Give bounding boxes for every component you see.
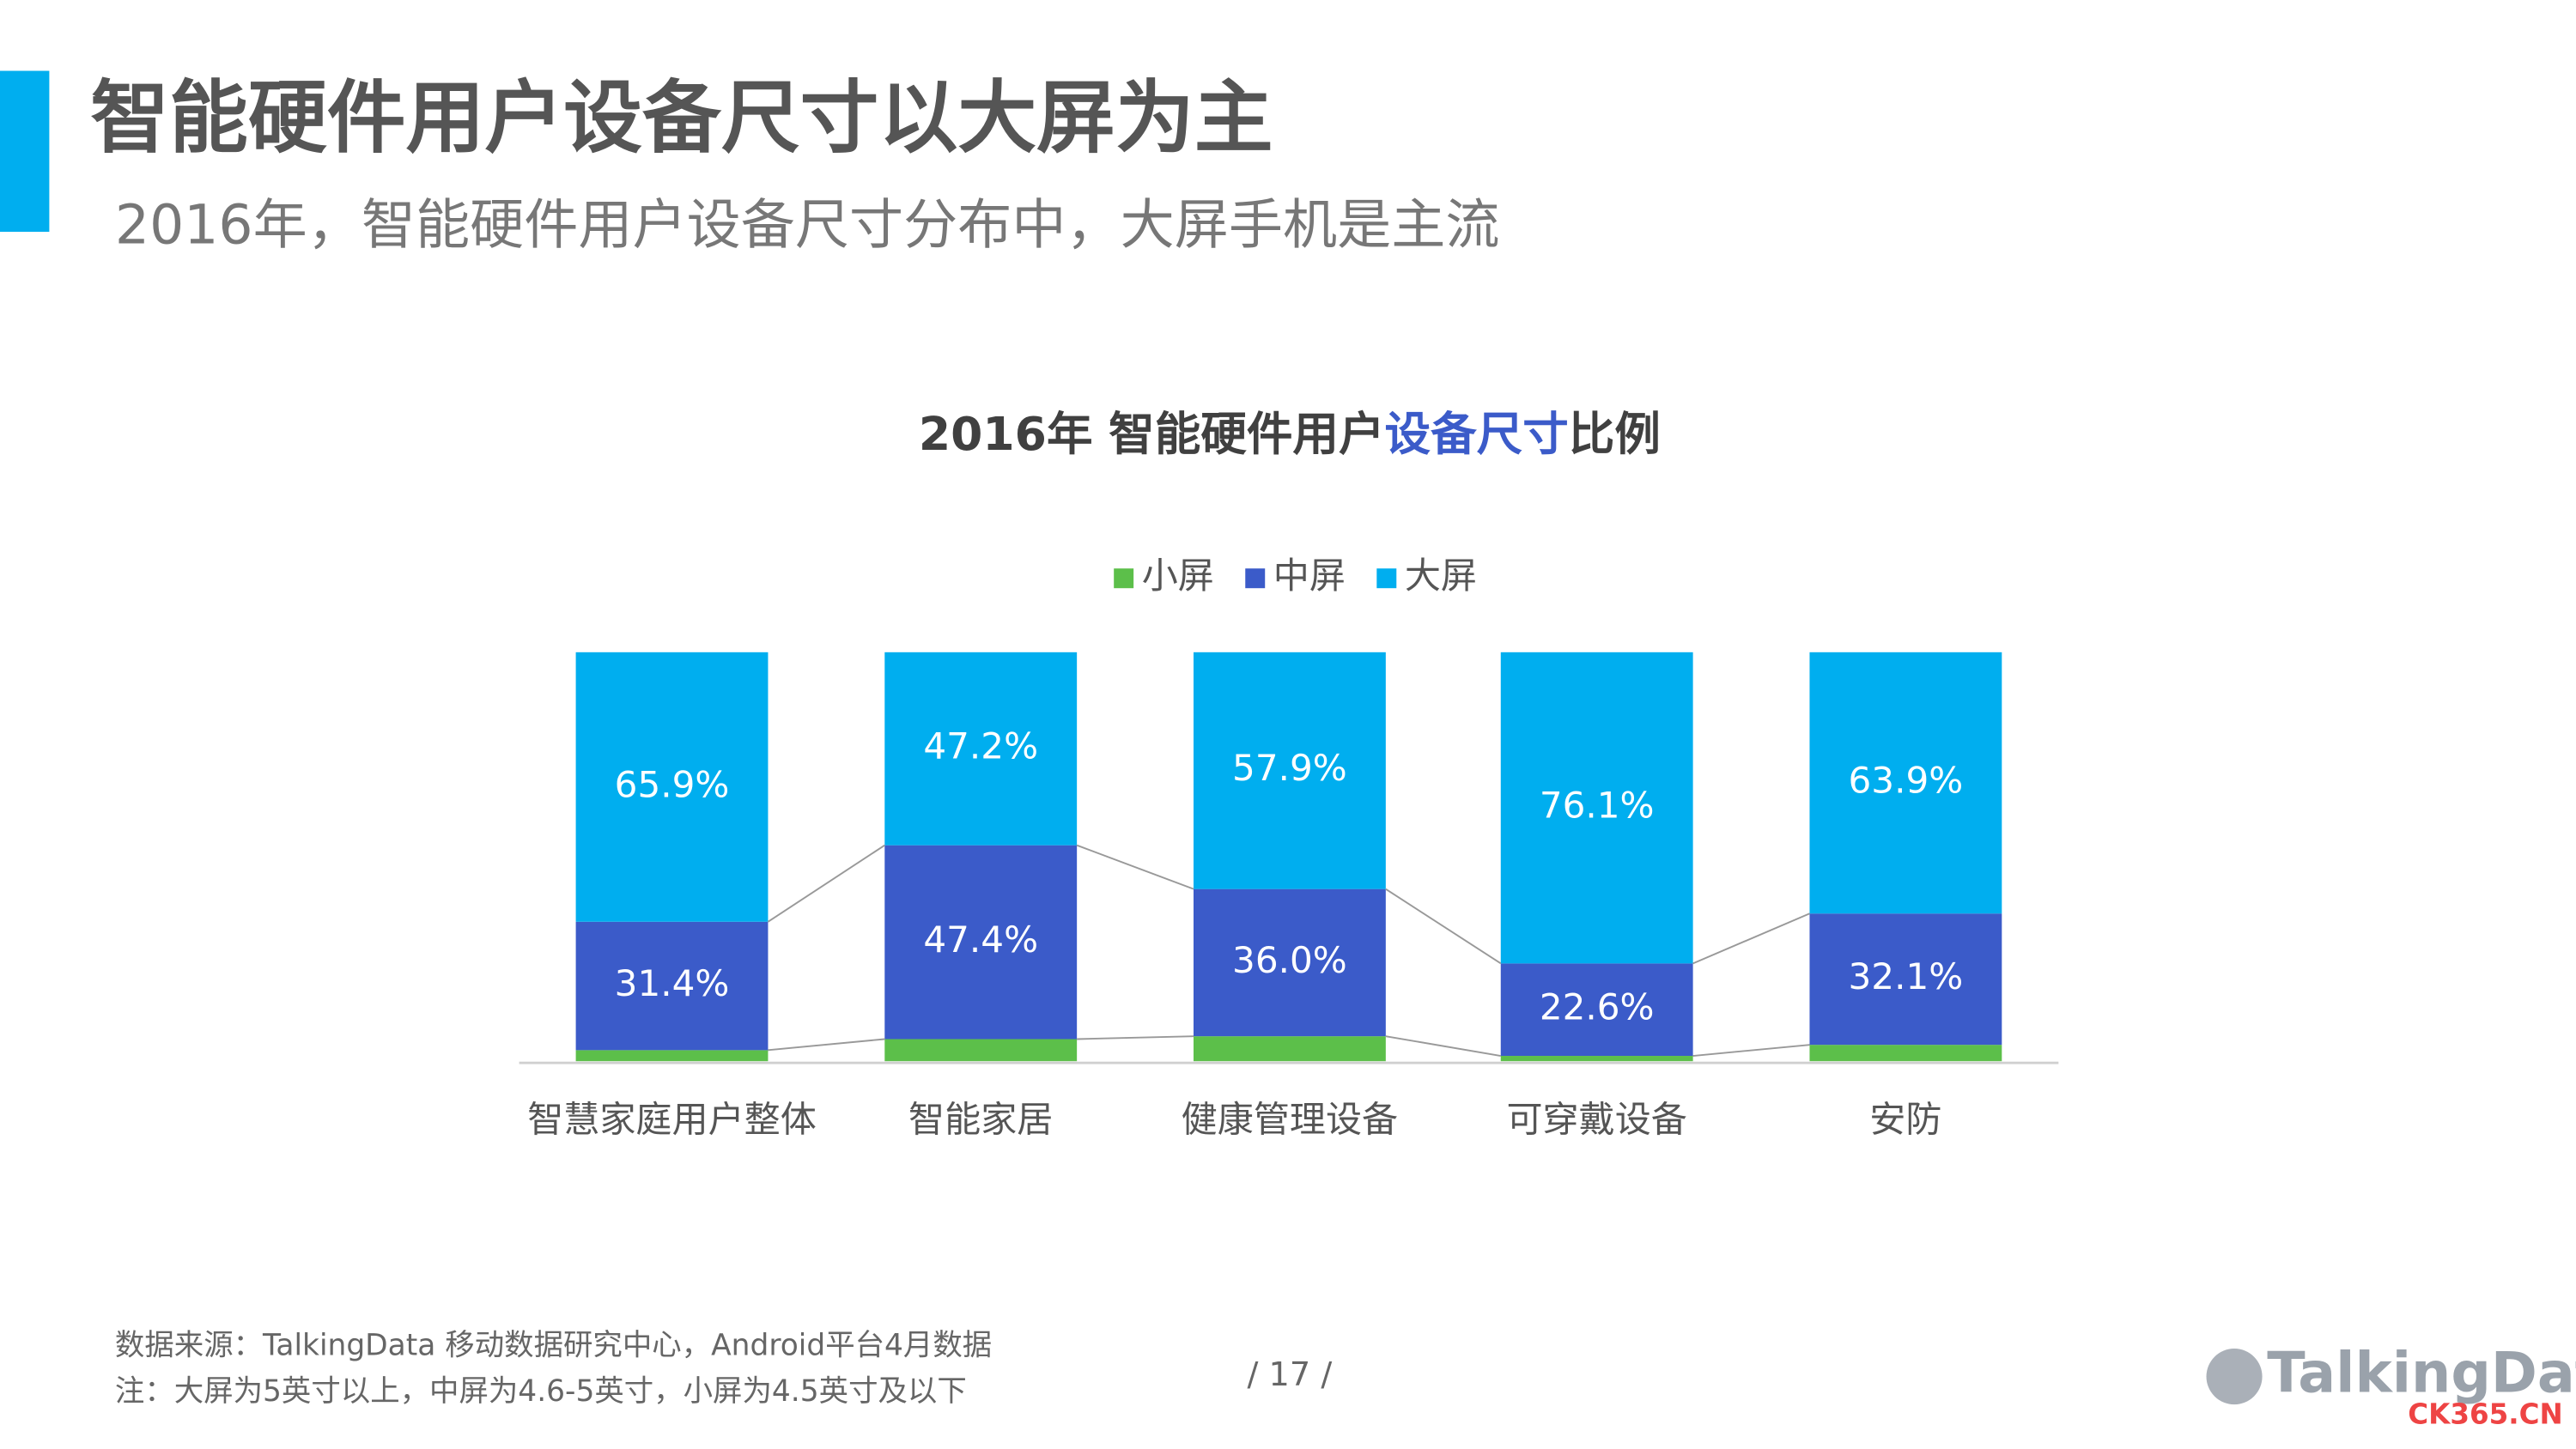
value-label: 47.4% (923, 919, 1038, 961)
value-label: 31.4% (615, 962, 730, 1004)
bar-segment (1500, 1056, 1693, 1062)
watermark: CK365.CN (2408, 1397, 2562, 1430)
bar-segment (575, 1050, 769, 1062)
note: 注：大屏为5英寸以上，中屏为4.6-5英寸，小屏为4.5英寸及以下 (115, 1374, 967, 1409)
logo-icon (2206, 1349, 2263, 1405)
legend-label: 小屏 (1142, 555, 1214, 597)
source: 数据来源：TalkingData 移动数据研究中心，Android平台4月数据 (115, 1329, 992, 1363)
value-label: 65.9% (615, 763, 730, 805)
bar-segment (1193, 1036, 1386, 1062)
bar-segment (1193, 652, 1386, 889)
x-tick-label: 智能家居 (908, 1099, 1053, 1141)
bar-segment (1809, 652, 2002, 914)
accent-bar (0, 70, 50, 233)
page-number: / 17 / (1248, 1355, 1333, 1394)
chart-title-part: 2016年 智能硬件用户 (919, 407, 1385, 461)
legend-label: 大屏 (1405, 555, 1477, 597)
series-line (1077, 1035, 1194, 1040)
legend-label: 中屏 (1273, 555, 1346, 597)
chart-title-part: 比例 (1569, 407, 1661, 461)
x-tick-label: 智慧家庭用户整体 (527, 1099, 817, 1141)
bar-segment (575, 652, 769, 922)
legend-swatch (1245, 568, 1266, 589)
bar-segment (884, 845, 1078, 1040)
logo: TalkingData (2267, 1342, 2576, 1406)
value-label: 47.2% (923, 725, 1038, 767)
chart-title: 2016年 智能硬件用户设备尺寸比例 (919, 407, 1661, 461)
series-line (1692, 1044, 1810, 1057)
legend-swatch (1376, 568, 1397, 589)
series-line (767, 844, 885, 923)
bar-segment (884, 652, 1078, 846)
x-tick-label: 可穿戴设备 (1506, 1099, 1686, 1141)
value-label: 76.1% (1540, 785, 1655, 827)
bar-segment (1500, 652, 1693, 964)
series-line (1076, 844, 1194, 890)
series-line (1692, 912, 1810, 965)
slide-title: 智能硬件用户设备尺寸以大屏为主 (90, 72, 1273, 164)
slide-subtitle: 2016年，智能硬件用户设备尺寸分布中，大屏手机是主流 (115, 192, 1500, 256)
chart-title-part: 设备尺寸 (1385, 407, 1569, 461)
value-label: 32.1% (1849, 955, 1964, 997)
value-label: 36.0% (1232, 939, 1347, 981)
value-label: 57.9% (1232, 747, 1347, 789)
bar-segment (1809, 1045, 2002, 1062)
series-line (768, 1038, 885, 1052)
x-tick-label: 安防 (1869, 1099, 1941, 1141)
legend-swatch (1114, 568, 1134, 589)
bar-segment (1500, 963, 1693, 1057)
series-line (1385, 888, 1502, 965)
bar-segment (1193, 888, 1386, 1037)
bar-segment (575, 921, 769, 1051)
value-label: 22.6% (1540, 986, 1655, 1028)
bar-segment (1809, 913, 2002, 1046)
value-label: 63.9% (1849, 760, 1964, 802)
series-line (1385, 1035, 1501, 1057)
bar-segment (884, 1039, 1078, 1062)
x-tick-label: 健康管理设备 (1182, 1099, 1398, 1141)
